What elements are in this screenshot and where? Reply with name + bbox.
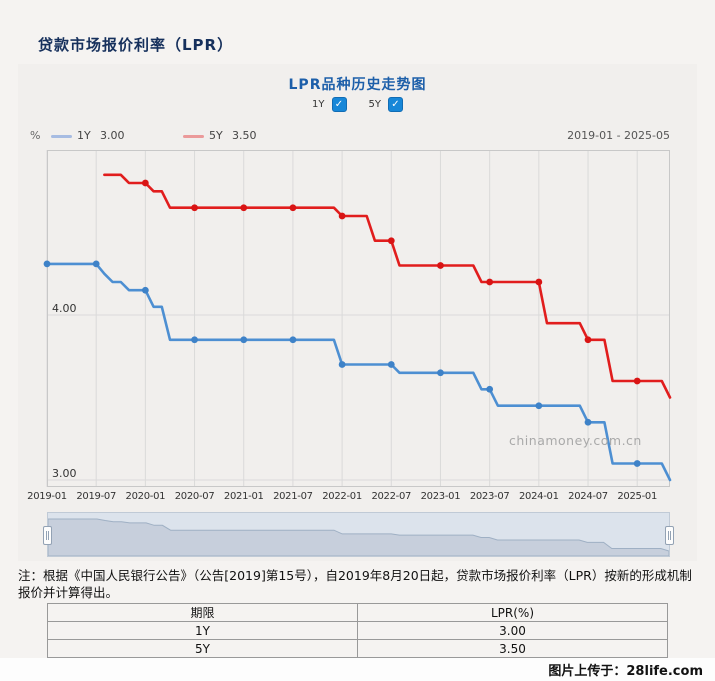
x-tick-label: 2020-01 — [125, 491, 166, 502]
legend-name-1y[interactable]: 1Y — [77, 129, 91, 142]
toggle-label-1y: 1Y — [312, 99, 325, 110]
legend-name-5y[interactable]: 5Y — [209, 129, 223, 142]
page-title: 贷款市场报价利率（LPR） — [38, 36, 234, 54]
lpr-table: 期限 LPR(%) 1Y 3.00 5Y 3.50 — [47, 603, 668, 658]
toggle-label-5y: 5Y — [368, 99, 381, 110]
y-axis-unit-label: % — [30, 129, 41, 142]
footer-bar: 图片上传于：28life.com — [0, 658, 715, 681]
x-tick-label: 2023-01 — [420, 491, 461, 502]
x-tick-label: 2021-07 — [273, 491, 313, 502]
cell-value-1y: 3.00 — [357, 621, 668, 640]
note-text: 注：根据《中国人民银行公告》（公告[2019]第15号），自2019年8月20日… — [18, 568, 692, 600]
cell-term-1y: 1Y — [47, 621, 358, 640]
cell-term-5y: 5Y — [47, 639, 358, 658]
watermark: chinamoney.com.cn — [509, 433, 642, 448]
legend-line-1y-icon[interactable] — [51, 135, 72, 138]
line-chart — [43, 150, 672, 487]
slider-handle-left[interactable] — [43, 526, 52, 545]
x-tick-label: 2024-07 — [568, 491, 608, 502]
zoom-slider[interactable] — [43, 512, 674, 557]
series-toggles: 1Y ✓ 5Y ✓ — [0, 97, 715, 112]
legend-value-1y: 3.00 — [100, 129, 125, 142]
y-tick-label-3: 3.00 — [52, 467, 77, 480]
x-tick-label: 2025-01 — [617, 491, 658, 502]
table-row: 5Y 3.50 — [47, 639, 668, 658]
table-header-term: 期限 — [47, 603, 358, 622]
cell-value-5y: 3.50 — [357, 639, 668, 658]
checkbox-1y[interactable]: ✓ — [331, 97, 347, 112]
table-row: 1Y 3.00 — [47, 621, 668, 640]
chart-panel — [18, 64, 697, 561]
checkbox-5y[interactable]: ✓ — [387, 97, 403, 112]
x-axis-labels: 2019-01 2019-07 2020-01 2020-07 2021-01 2021-… — [27, 491, 670, 505]
footer-credit: 图片上传于：28life.com — [548, 664, 703, 679]
legend-line-5y-icon[interactable] — [183, 135, 204, 138]
x-tick-label: 2021-01 — [223, 491, 264, 502]
table-header-lpr: LPR(%) — [357, 603, 668, 622]
x-tick-label: 2023-07 — [469, 491, 510, 502]
date-range-label: 2019-01 - 2025-05 — [567, 129, 670, 142]
chart-title: LPR品种历史走势图 — [288, 77, 427, 93]
y-tick-label-4: 4.00 — [52, 302, 77, 315]
legend: % 1Y 3.00 5Y 3.50 2019-01 - 2025-05 — [0, 128, 715, 144]
x-tick-label: 2022-07 — [371, 491, 412, 502]
x-tick-label: 2024-01 — [518, 491, 559, 502]
x-tick-label: 2019-01 — [27, 491, 67, 502]
x-tick-label: 2022-01 — [322, 491, 362, 502]
x-tick-label: 2020-07 — [174, 491, 215, 502]
x-tick-label: 2019-07 — [76, 491, 117, 502]
slider-handle-right[interactable] — [665, 526, 674, 545]
plot-area: 4.00 3.00 chinamoney.com.cn — [43, 150, 672, 487]
table-header-row: 期限 LPR(%) — [47, 603, 668, 622]
zoom-slider-shadow — [48, 518, 669, 556]
legend-value-5y: 3.50 — [232, 129, 257, 142]
